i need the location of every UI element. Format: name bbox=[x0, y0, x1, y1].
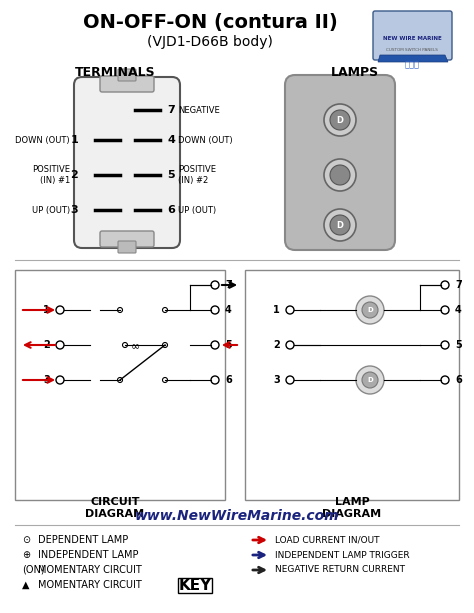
Text: (ON): (ON) bbox=[22, 565, 45, 575]
Text: KEY: KEY bbox=[178, 577, 211, 593]
Circle shape bbox=[56, 376, 64, 384]
Circle shape bbox=[441, 281, 449, 289]
Text: NEW WIRE MARINE: NEW WIRE MARINE bbox=[383, 36, 441, 40]
Circle shape bbox=[56, 306, 64, 314]
Text: DOWN (OUT): DOWN (OUT) bbox=[15, 135, 70, 145]
Circle shape bbox=[362, 302, 378, 318]
Text: 4: 4 bbox=[225, 305, 232, 315]
Text: (VJD1-D66B body): (VJD1-D66B body) bbox=[147, 35, 273, 49]
Text: ⊙: ⊙ bbox=[22, 535, 30, 545]
Text: CIRCUIT
DIAGRAM: CIRCUIT DIAGRAM bbox=[85, 497, 145, 519]
Text: ▲: ▲ bbox=[22, 580, 29, 590]
Text: MOMENTARY CIRCUIT: MOMENTARY CIRCUIT bbox=[38, 580, 142, 590]
Text: LAMP
DIAGRAM: LAMP DIAGRAM bbox=[322, 497, 382, 519]
Text: 5: 5 bbox=[167, 170, 174, 180]
Text: POSITIVE
(IN) #2: POSITIVE (IN) #2 bbox=[178, 166, 216, 185]
Text: INDEPENDENT LAMP: INDEPENDENT LAMP bbox=[38, 550, 138, 560]
Circle shape bbox=[163, 343, 167, 348]
Text: 1: 1 bbox=[43, 305, 50, 315]
FancyBboxPatch shape bbox=[118, 241, 136, 253]
Text: ∞: ∞ bbox=[130, 342, 140, 352]
Text: TERMINALS: TERMINALS bbox=[75, 66, 155, 78]
Text: 6: 6 bbox=[455, 375, 462, 385]
Circle shape bbox=[441, 306, 449, 314]
Text: 7: 7 bbox=[455, 280, 462, 290]
Bar bbox=[15, 270, 225, 500]
Text: D: D bbox=[367, 307, 373, 313]
Text: 5: 5 bbox=[225, 340, 232, 350]
Text: 2: 2 bbox=[70, 170, 78, 180]
Text: POSITIVE
(IN) #1: POSITIVE (IN) #1 bbox=[32, 166, 70, 185]
Text: UP (OUT): UP (OUT) bbox=[32, 205, 70, 215]
Text: 7: 7 bbox=[225, 280, 232, 290]
Text: 3: 3 bbox=[70, 205, 78, 215]
Circle shape bbox=[356, 366, 384, 394]
Circle shape bbox=[163, 378, 167, 383]
Text: ⊕: ⊕ bbox=[22, 550, 30, 560]
Circle shape bbox=[56, 341, 64, 349]
Text: D: D bbox=[337, 221, 344, 229]
Text: DEPENDENT LAMP: DEPENDENT LAMP bbox=[38, 535, 128, 545]
Circle shape bbox=[330, 110, 350, 130]
FancyBboxPatch shape bbox=[100, 231, 154, 247]
Text: www.NewWireMarine.com: www.NewWireMarine.com bbox=[135, 509, 339, 523]
Text: 5: 5 bbox=[455, 340, 462, 350]
Circle shape bbox=[211, 341, 219, 349]
Text: 4: 4 bbox=[455, 305, 462, 315]
Circle shape bbox=[330, 165, 350, 185]
Text: 2: 2 bbox=[43, 340, 50, 350]
Text: NEGATIVE RETURN CURRENT: NEGATIVE RETURN CURRENT bbox=[275, 566, 405, 574]
Circle shape bbox=[356, 296, 384, 324]
Text: 7: 7 bbox=[167, 105, 175, 115]
Text: 2: 2 bbox=[273, 340, 280, 350]
Circle shape bbox=[286, 306, 294, 314]
Circle shape bbox=[324, 209, 356, 241]
Circle shape bbox=[118, 378, 122, 383]
Text: 1: 1 bbox=[70, 135, 78, 145]
Text: DOWN (OUT): DOWN (OUT) bbox=[178, 135, 233, 145]
FancyBboxPatch shape bbox=[74, 77, 180, 248]
Circle shape bbox=[163, 308, 167, 313]
Circle shape bbox=[324, 104, 356, 136]
Circle shape bbox=[441, 341, 449, 349]
Text: 3: 3 bbox=[273, 375, 280, 385]
Text: ON-OFF-ON (contura II): ON-OFF-ON (contura II) bbox=[82, 12, 337, 31]
Text: 4: 4 bbox=[167, 135, 175, 145]
Circle shape bbox=[286, 341, 294, 349]
Circle shape bbox=[362, 372, 378, 388]
Circle shape bbox=[122, 343, 128, 348]
Text: 6: 6 bbox=[225, 375, 232, 385]
Polygon shape bbox=[378, 55, 448, 62]
Text: D: D bbox=[337, 115, 344, 124]
Circle shape bbox=[324, 159, 356, 191]
Circle shape bbox=[118, 308, 122, 313]
Text: 1: 1 bbox=[273, 305, 280, 315]
Text: INDEPENDENT LAMP TRIGGER: INDEPENDENT LAMP TRIGGER bbox=[275, 550, 410, 560]
Text: UP (OUT): UP (OUT) bbox=[178, 205, 216, 215]
Circle shape bbox=[286, 376, 294, 384]
FancyBboxPatch shape bbox=[373, 11, 452, 60]
Text: D: D bbox=[367, 377, 373, 383]
Text: LOAD CURRENT IN/OUT: LOAD CURRENT IN/OUT bbox=[275, 536, 380, 544]
Text: NEGATIVE: NEGATIVE bbox=[178, 105, 220, 115]
Text: CUSTOM SWITCH PANELS: CUSTOM SWITCH PANELS bbox=[386, 48, 438, 52]
FancyBboxPatch shape bbox=[285, 75, 395, 250]
Circle shape bbox=[441, 376, 449, 384]
Circle shape bbox=[211, 306, 219, 314]
Text: 6: 6 bbox=[167, 205, 175, 215]
Text: 3: 3 bbox=[43, 375, 50, 385]
Text: 〜〜〜: 〜〜〜 bbox=[404, 61, 419, 69]
Circle shape bbox=[211, 376, 219, 384]
Text: MOMENTARY CIRCUIT: MOMENTARY CIRCUIT bbox=[38, 565, 142, 575]
Bar bbox=[245, 270, 459, 500]
FancyBboxPatch shape bbox=[100, 76, 154, 92]
Text: LAMPS: LAMPS bbox=[331, 66, 379, 78]
Circle shape bbox=[330, 215, 350, 235]
Circle shape bbox=[211, 281, 219, 289]
FancyBboxPatch shape bbox=[118, 69, 136, 81]
